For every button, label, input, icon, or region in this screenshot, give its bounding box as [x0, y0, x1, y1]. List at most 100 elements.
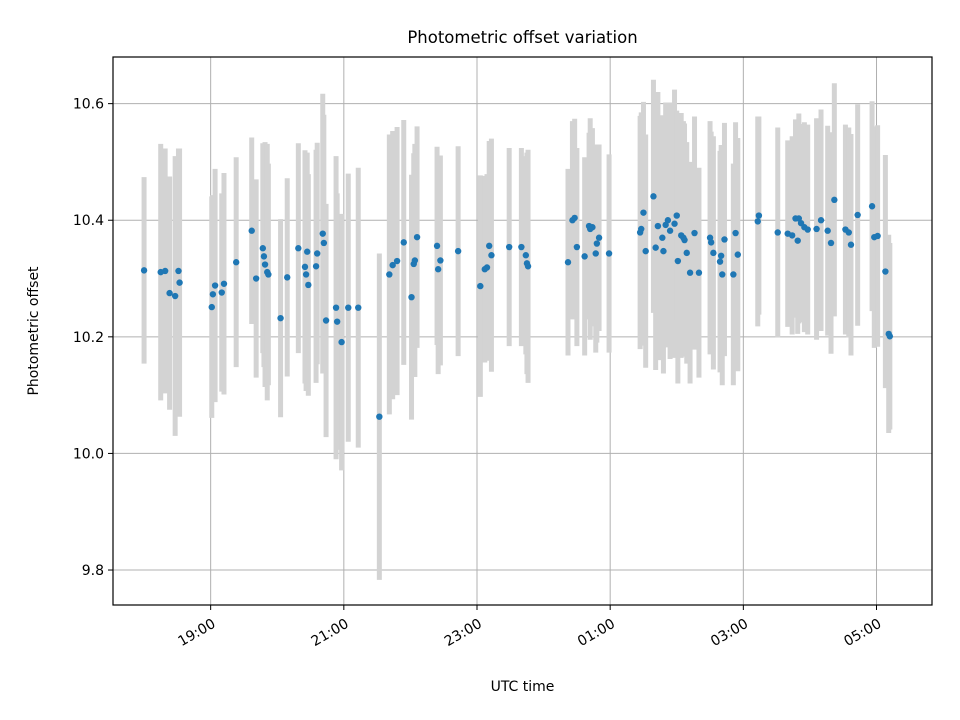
- data-point: [827, 239, 835, 247]
- data-point: [488, 252, 495, 259]
- data-point: [710, 249, 717, 257]
- data-point: [824, 227, 831, 234]
- data-point: [483, 264, 491, 271]
- data-point: [389, 261, 396, 269]
- data-point: [433, 242, 441, 250]
- data-point: [734, 251, 741, 258]
- data-point: [695, 269, 703, 276]
- data-point: [333, 318, 341, 325]
- data-point: [754, 218, 761, 225]
- data-point: [804, 226, 811, 233]
- data-point: [719, 271, 726, 278]
- data-points: [140, 193, 894, 420]
- data-point: [524, 263, 532, 270]
- y-tick-label: 9.8: [82, 563, 104, 579]
- data-point: [437, 257, 444, 264]
- data-point: [854, 211, 861, 219]
- data-point: [332, 304, 340, 311]
- data-point: [659, 234, 666, 241]
- data-point: [730, 271, 737, 278]
- data-point: [413, 233, 421, 241]
- data-point: [477, 282, 484, 290]
- data-point: [571, 214, 578, 222]
- data-point: [650, 193, 657, 200]
- data-point: [140, 267, 148, 274]
- data-point: [355, 304, 362, 311]
- data-point: [593, 240, 601, 247]
- data-point: [686, 269, 694, 276]
- data-point: [605, 250, 613, 257]
- data-point: [386, 271, 393, 278]
- data-point: [886, 333, 894, 340]
- y-axis-ticks: 9.8 10.0 10.2 10.4 10.6: [73, 97, 113, 579]
- data-point: [345, 304, 352, 311]
- data-point: [817, 217, 825, 224]
- data-point: [845, 229, 852, 236]
- data-point: [683, 249, 690, 257]
- data-point: [218, 289, 225, 296]
- data-point: [732, 229, 739, 237]
- data-point: [788, 232, 796, 239]
- y-axis-label: Photometric offset: [26, 266, 42, 396]
- data-point: [595, 234, 603, 241]
- data-point: [581, 253, 588, 260]
- data-point: [166, 289, 173, 297]
- y-tick-label: 10.2: [73, 330, 104, 346]
- data-point: [831, 196, 838, 204]
- data-point: [376, 413, 383, 420]
- data-point: [674, 257, 682, 265]
- data-point: [411, 257, 419, 264]
- data-point: [774, 229, 781, 236]
- y-tick-label: 10.4: [73, 213, 104, 229]
- data-point: [847, 241, 855, 248]
- data-point: [301, 263, 309, 271]
- data-point: [322, 317, 330, 324]
- data-point: [277, 314, 284, 322]
- data-point: [320, 239, 328, 247]
- data-point: [707, 239, 715, 246]
- data-point: [400, 239, 407, 246]
- data-point: [638, 225, 645, 233]
- data-point: [284, 274, 291, 281]
- data-point: [874, 232, 881, 240]
- data-point: [261, 261, 269, 268]
- data-point: [259, 245, 267, 252]
- data-point: [312, 263, 320, 270]
- data-point: [642, 247, 649, 255]
- data-point: [589, 224, 596, 231]
- data-point: [220, 280, 228, 287]
- data-point: [666, 227, 674, 234]
- data-point: [171, 292, 179, 300]
- data-point: [313, 250, 321, 257]
- data-point: [660, 247, 667, 255]
- data-point: [673, 212, 680, 219]
- data-point: [302, 271, 310, 278]
- data-point: [304, 248, 311, 255]
- x-axis-label: UTC time: [491, 679, 555, 695]
- data-point: [161, 267, 169, 275]
- data-point: [868, 203, 876, 210]
- data-point: [211, 282, 219, 289]
- data-point: [434, 266, 442, 273]
- data-point: [573, 243, 581, 251]
- data-point: [755, 212, 763, 219]
- data-point: [671, 220, 678, 227]
- data-point: [654, 222, 662, 230]
- data-point: [486, 242, 493, 250]
- data-point: [882, 268, 889, 275]
- data-point: [209, 291, 217, 298]
- data-point: [260, 253, 268, 260]
- data-point: [564, 259, 572, 266]
- chart-title: Photometric offset variation: [407, 28, 637, 47]
- data-point: [248, 227, 255, 234]
- data-point: [664, 217, 672, 224]
- data-point: [252, 275, 260, 282]
- data-point: [175, 267, 182, 275]
- plot-area-frame: [112, 56, 933, 606]
- data-point: [681, 236, 688, 244]
- data-point: [454, 247, 462, 255]
- data-point: [640, 209, 647, 216]
- data-point: [338, 338, 345, 346]
- data-point: [716, 258, 724, 265]
